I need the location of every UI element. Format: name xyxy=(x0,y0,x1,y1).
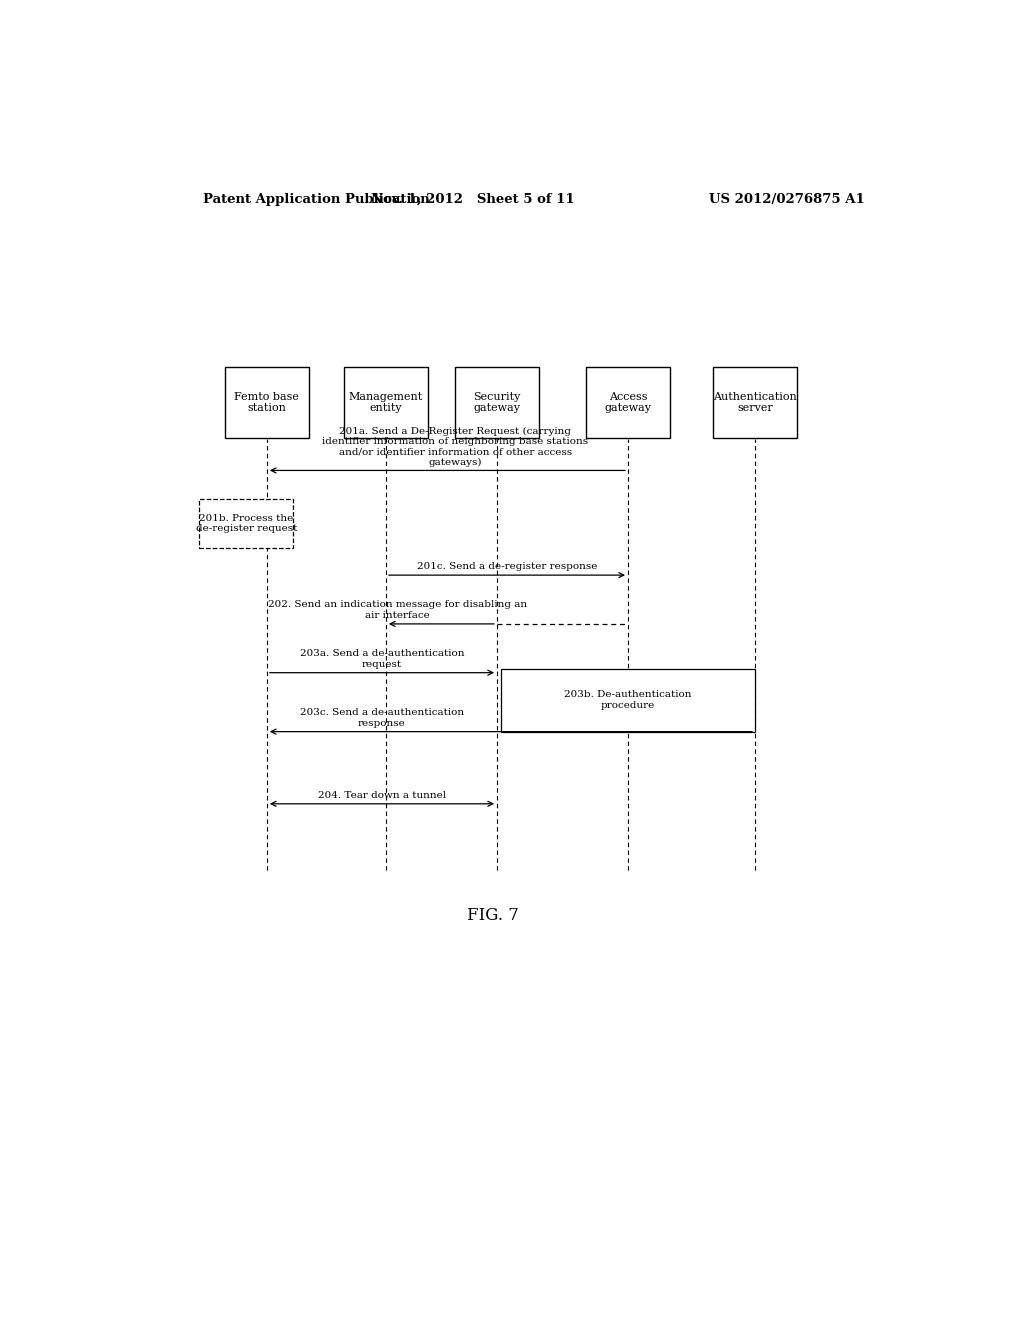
Text: 201a. Send a De-Register Request (carrying
identifier information of neighboring: 201a. Send a De-Register Request (carryi… xyxy=(323,426,589,467)
Text: Access
gateway: Access gateway xyxy=(604,392,651,413)
Text: 204. Tear down a tunnel: 204. Tear down a tunnel xyxy=(317,791,446,800)
Bar xyxy=(200,499,293,548)
Text: Security
gateway: Security gateway xyxy=(473,392,521,413)
Bar xyxy=(714,367,797,438)
Text: Patent Application Publication: Patent Application Publication xyxy=(204,193,430,206)
Text: 201b. Process the
de-register request: 201b. Process the de-register request xyxy=(196,513,297,533)
Bar xyxy=(456,367,539,438)
Text: 203a. Send a de-authentication
request: 203a. Send a de-authentication request xyxy=(300,649,464,669)
Bar xyxy=(225,367,308,438)
Text: Femto base
station: Femto base station xyxy=(234,392,299,413)
Text: US 2012/0276875 A1: US 2012/0276875 A1 xyxy=(709,193,864,206)
Text: 203c. Send a de-authentication
response: 203c. Send a de-authentication response xyxy=(300,709,464,727)
Text: Authentication
server: Authentication server xyxy=(713,392,797,413)
Bar xyxy=(587,367,670,438)
Text: Management
entity: Management entity xyxy=(349,392,423,413)
Bar xyxy=(501,669,755,731)
Text: 203b. De-authentication
procedure: 203b. De-authentication procedure xyxy=(564,690,692,710)
Text: 201c. Send a de-register response: 201c. Send a de-register response xyxy=(417,562,597,572)
Text: FIG. 7: FIG. 7 xyxy=(467,907,519,924)
Text: 202. Send an indication message for disabling an
air interface: 202. Send an indication message for disa… xyxy=(268,601,527,620)
Bar xyxy=(344,367,428,438)
Text: Nov. 1, 2012   Sheet 5 of 11: Nov. 1, 2012 Sheet 5 of 11 xyxy=(372,193,575,206)
